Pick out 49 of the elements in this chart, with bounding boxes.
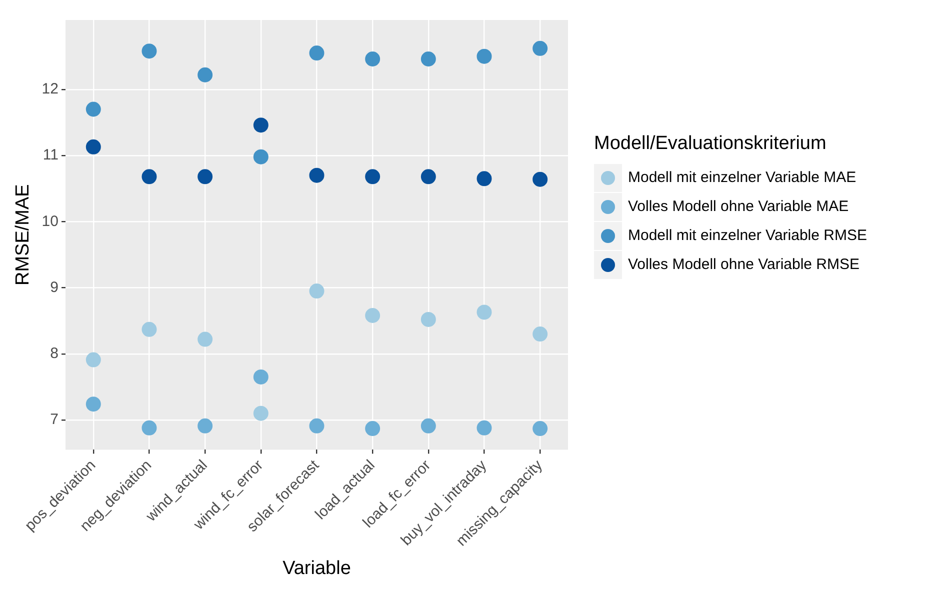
point xyxy=(309,168,324,183)
point xyxy=(365,52,380,67)
point xyxy=(86,139,101,154)
y-tick-label: 11 xyxy=(42,146,58,164)
y-tick-label: 7 xyxy=(50,411,58,428)
legend-label: Volles Modell ohne Variable MAE xyxy=(627,197,850,217)
point xyxy=(420,312,436,327)
point xyxy=(253,369,268,384)
y-axis-title: RMSE/MAE xyxy=(12,184,34,286)
legend-label: Modell mit einzelner Variable RMSE xyxy=(627,226,867,246)
point xyxy=(142,169,157,184)
x-axis-title: Variable xyxy=(282,558,351,579)
y-tick-label: 10 xyxy=(42,212,58,230)
point xyxy=(198,418,213,434)
point xyxy=(365,308,380,324)
point xyxy=(86,352,101,368)
point xyxy=(365,169,380,184)
point xyxy=(532,172,548,187)
point xyxy=(253,118,268,133)
point xyxy=(309,46,324,61)
point xyxy=(476,171,492,186)
legend-label: Volles Modell ohne Variable RMSE xyxy=(627,255,861,275)
point xyxy=(420,169,436,184)
point xyxy=(476,420,492,436)
point xyxy=(198,169,213,184)
y-tick-label: 9 xyxy=(50,278,58,296)
point xyxy=(309,284,324,299)
legend-title: Modell/Evaluationskriterium xyxy=(594,133,828,155)
point xyxy=(198,67,213,82)
point xyxy=(309,418,324,434)
point xyxy=(532,421,548,436)
legend-label: Modell mit einzelner Variable MAE xyxy=(627,168,858,188)
point xyxy=(476,48,492,64)
point xyxy=(253,406,268,421)
point xyxy=(420,418,436,434)
point xyxy=(142,420,157,436)
point xyxy=(253,149,268,164)
point xyxy=(198,332,213,347)
point xyxy=(532,40,548,56)
point xyxy=(142,44,157,59)
y-tick-label: 8 xyxy=(50,344,58,362)
point xyxy=(142,322,157,337)
y-tick-label: 12 xyxy=(42,80,58,98)
point xyxy=(420,52,436,67)
point xyxy=(532,326,548,342)
point xyxy=(86,396,101,412)
point xyxy=(365,421,380,436)
point xyxy=(476,304,492,320)
point xyxy=(86,102,101,117)
